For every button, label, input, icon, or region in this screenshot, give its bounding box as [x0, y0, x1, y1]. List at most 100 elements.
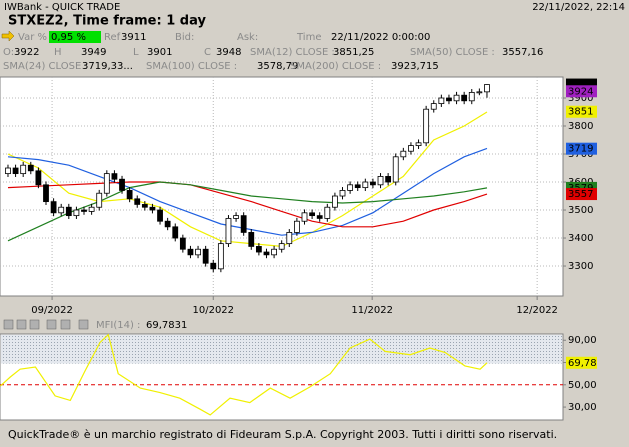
candle-body: [293, 220, 300, 233]
sma-line: [7, 181, 488, 228]
price-plot: [0, 76, 564, 297]
candle-body: [134, 198, 141, 205]
candle-body: [12, 167, 19, 175]
candle-body: [377, 176, 384, 186]
candle-body: [484, 84, 490, 93]
y-tick-label: 3500: [568, 205, 593, 216]
candle-body: [271, 248, 277, 256]
candle-body: [157, 209, 163, 222]
indicator-title: MFI(14) :: [96, 320, 140, 331]
indicator-value: 3578,79: [257, 61, 298, 72]
candle-body: [476, 91, 483, 94]
x-tick-label: 11/2022: [351, 305, 393, 316]
candle-body: [316, 215, 323, 219]
candle-body: [65, 206, 72, 217]
candle-body: [111, 173, 118, 180]
candle-body: [149, 206, 156, 211]
indicator-label: SMA(24) CLOSE :: [3, 61, 88, 72]
candle-body: [187, 248, 194, 256]
candle-body: [233, 215, 239, 219]
y-tick-label: 50,00: [568, 380, 597, 391]
instrument: STXEZ2, Time frame: 1 day: [8, 14, 206, 29]
candle-body: [415, 142, 422, 147]
toolbar-icons[interactable]: [3, 319, 89, 330]
candle-body: [461, 94, 468, 102]
candle-body: [27, 164, 34, 172]
price-tag: [566, 188, 597, 201]
candle-body: [370, 181, 376, 186]
candle-body: [309, 212, 316, 217]
quote-value: 0,95 %: [51, 32, 86, 43]
candle-body: [263, 251, 270, 256]
candle-body: [119, 178, 125, 191]
overbought-zone: [1, 335, 562, 364]
quote-value: 3911: [121, 32, 146, 43]
candle-body: [73, 209, 80, 217]
candle-body: [126, 190, 133, 200]
candle-body: [202, 248, 209, 264]
indicator-value: 3851,25: [333, 47, 374, 58]
price-tag-label: 3719: [568, 144, 593, 155]
sma-line: [7, 181, 488, 242]
y-tick-label: 3300: [568, 261, 593, 272]
mfi-line: [0, 333, 488, 416]
y-tick-label: 3400: [568, 233, 593, 244]
candle-body: [35, 170, 42, 186]
candle-body: [50, 201, 57, 214]
price-tag: [566, 142, 597, 155]
price-tag: [566, 85, 597, 98]
indicator-toolbar: [0, 318, 629, 331]
quote-value: 3948: [216, 47, 241, 58]
title-bar: [0, 0, 629, 15]
candle-body: [354, 184, 361, 189]
indicator-label: SMA(100) CLOSE :: [146, 61, 237, 72]
candle-body: [332, 195, 338, 208]
price-tag: [566, 105, 597, 118]
quote-value: 3949: [81, 47, 106, 58]
quote-label: Var %: [18, 32, 47, 43]
candle-body: [217, 243, 224, 270]
price-tag-label: 3851: [568, 107, 593, 118]
quote-value: 22/11/2022 0:00:00: [331, 32, 430, 43]
candle-body: [468, 92, 475, 102]
price-tag-label: 3924: [568, 86, 593, 97]
candle-body: [103, 173, 110, 194]
indicator-value: 3719,33...: [82, 61, 133, 72]
candle-body: [362, 181, 369, 189]
candle-body: [430, 103, 437, 110]
y-tick-label: 3800: [568, 121, 593, 132]
candle-body: [408, 145, 414, 152]
candle-body: [81, 209, 87, 212]
candle-body: [446, 97, 452, 102]
quote-label: Bid:: [175, 32, 194, 43]
candle-body: [438, 97, 445, 105]
candle-body: [453, 94, 460, 102]
candle-body: [278, 243, 285, 250]
window-datetime: 22/11/2022, 22:14: [532, 2, 625, 13]
mfi-tag-label: 69,78: [568, 358, 597, 369]
mfi-tag: [566, 356, 597, 369]
candle-body: [141, 204, 148, 208]
candle-body: [301, 212, 308, 222]
indicator-label: SMA(12) CLOSE :: [250, 47, 335, 58]
candle-body: [240, 215, 247, 233]
candle-body: [400, 150, 407, 158]
candle-body: [210, 262, 217, 270]
candle-body: [339, 190, 346, 197]
price-tag-label: 3557: [568, 189, 593, 200]
candle-body: [324, 206, 331, 219]
x-tick-label: 10/2022: [192, 305, 234, 316]
arrow-icon: [1, 30, 15, 42]
candle-body: [172, 226, 179, 239]
candle-body: [392, 156, 399, 183]
quote-label: L: [133, 47, 139, 58]
x-tick-label: 09/2022: [31, 305, 73, 316]
candle-body: [20, 164, 27, 175]
candle-body: [255, 246, 262, 253]
window-title: IWBank - QUICK TRADE: [4, 2, 120, 13]
indicator-current: 69,7831: [146, 320, 187, 331]
quote-label: Ref: [104, 32, 121, 43]
quote-label: O:: [3, 47, 14, 58]
candle-body: [43, 184, 49, 203]
